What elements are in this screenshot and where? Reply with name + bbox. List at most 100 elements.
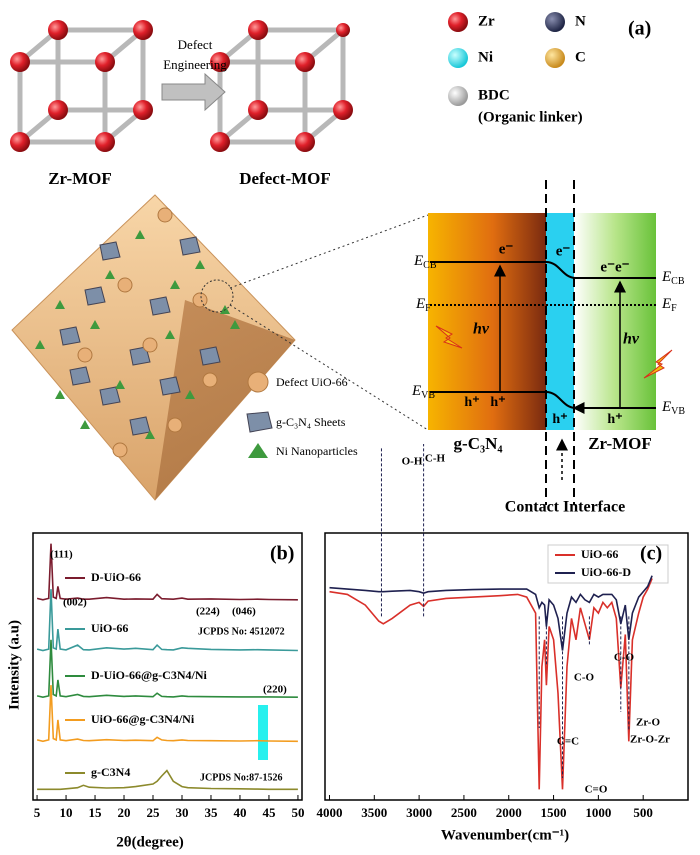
energy-subscript: VB <box>671 406 685 417</box>
legend-label: N <box>575 13 586 29</box>
octahedron-face <box>12 300 295 500</box>
zr-atom <box>210 132 230 152</box>
engineering-arrow <box>161 72 226 112</box>
energy-label: EF <box>661 296 677 314</box>
arrow-label: Engineering <box>163 57 227 72</box>
light-bolt <box>643 349 673 379</box>
zr-atom <box>48 100 68 120</box>
hole-label: h⁺ <box>464 395 479 410</box>
zr-atom <box>133 100 153 120</box>
particle-legend: Defect UiO-66 <box>276 375 348 389</box>
gcn-sheet <box>179 236 201 256</box>
legend-label: UiO-66 <box>581 547 618 561</box>
x-tick-label: 25 <box>147 805 161 820</box>
energy-symbol: E <box>411 383 421 399</box>
x-tick-label: 15 <box>89 805 103 820</box>
panel-label: (b) <box>270 543 294 565</box>
energy-subscript: CB <box>423 260 437 271</box>
energy-label: EVB <box>411 383 435 401</box>
energy-symbol: E <box>661 269 671 285</box>
x-tick-label: 1000 <box>585 805 611 820</box>
zoom-line <box>229 304 429 431</box>
ni-particle <box>90 320 100 329</box>
plot-frame <box>324 532 689 801</box>
zr-atom <box>248 20 268 40</box>
series-line <box>37 769 298 791</box>
x-tick-label: 10 <box>60 805 73 820</box>
charts: 5 10 15 20 25 30 35 40 45 50 D-UiO-66 UiO-66 D-UiO-6… <box>6 444 689 850</box>
legend-sphere <box>448 12 468 32</box>
light-bolt <box>435 325 463 349</box>
ni-particle <box>170 280 180 289</box>
energy-symbol: E <box>415 296 425 312</box>
x-tick-label: 20 <box>118 805 131 820</box>
x-tick-label: 4000 <box>316 805 342 820</box>
zoom-circle <box>200 279 234 313</box>
hole-label: h⁺ <box>490 395 505 410</box>
interface-label: Contact Interface <box>505 499 625 516</box>
annotation: O-H <box>402 456 423 468</box>
legend-label: UiO-66-D <box>581 565 631 579</box>
ni-particle <box>80 420 90 429</box>
zr-atom <box>133 20 153 40</box>
legend-label: D-UiO-66@g-C3N4/Ni <box>91 668 207 682</box>
x-tick-label: 2500 <box>451 805 477 820</box>
annotation: C-O <box>614 652 635 664</box>
mof-label: Defect-MOF <box>239 169 331 188</box>
uio-particle <box>167 417 183 433</box>
annotation: (046) <box>232 606 256 618</box>
annotation: Zr-O <box>636 717 660 729</box>
cb-level <box>430 261 656 279</box>
legend-sheet <box>246 411 273 433</box>
gcn-sheet <box>99 386 121 406</box>
particle-legend: g-C₃N₄ Sheets <box>276 415 346 429</box>
ni-particle <box>135 230 145 239</box>
legend-label: Zr <box>478 13 495 29</box>
energy-symbol: E <box>661 296 671 312</box>
series-line <box>36 685 298 743</box>
legend-triangle <box>248 443 268 458</box>
zr-atom <box>95 132 115 152</box>
legend-label: C <box>575 49 586 65</box>
electron-label: e⁻ <box>556 243 571 259</box>
zoom-line <box>229 214 429 289</box>
gcn-sheet <box>84 286 106 306</box>
annotation: C=O <box>585 784 608 796</box>
zr-atom <box>10 132 30 152</box>
gcn-region <box>428 213 546 430</box>
x-tick-label: 3500 <box>361 805 387 820</box>
uio-particle <box>112 442 128 458</box>
x-tick-label: 45 <box>262 805 276 820</box>
energy-subscript: F <box>425 303 431 314</box>
energy-label: ECB <box>661 269 685 287</box>
zr-atom <box>333 100 353 120</box>
gcn-sheet <box>199 346 221 366</box>
energy-label: EVB <box>661 399 685 417</box>
zrmof-region <box>574 213 656 430</box>
panel-label: (c) <box>640 543 662 565</box>
legend-defect-uio <box>247 371 269 393</box>
uio-particle <box>77 347 93 363</box>
panel-a: Defect Engineering Zr-MOF Defect-MOF Zr … <box>10 12 685 516</box>
uio-particle <box>202 372 218 388</box>
ni-particle <box>55 390 65 399</box>
photon-label: hν <box>623 331 640 348</box>
gcn-sheet <box>149 296 171 316</box>
series-line <box>36 543 298 601</box>
x-tick-label: 500 <box>633 805 653 820</box>
hole-label: h⁺ <box>552 412 567 427</box>
zr-atom <box>295 132 315 152</box>
uio-particle <box>157 207 173 223</box>
zr-atom <box>48 20 68 40</box>
legend-note: (Organic linker) <box>478 109 583 125</box>
phase-label: g-C₃N₄ <box>454 434 503 453</box>
zr-atom <box>248 100 268 120</box>
annotation: JCPDS No: 4512072 <box>198 626 285 637</box>
annotation: (224) <box>196 606 220 618</box>
uio-particle <box>117 277 133 293</box>
energy-symbol: E <box>413 253 423 269</box>
x-tick-label: 40 <box>233 805 246 820</box>
series-line <box>329 575 653 651</box>
